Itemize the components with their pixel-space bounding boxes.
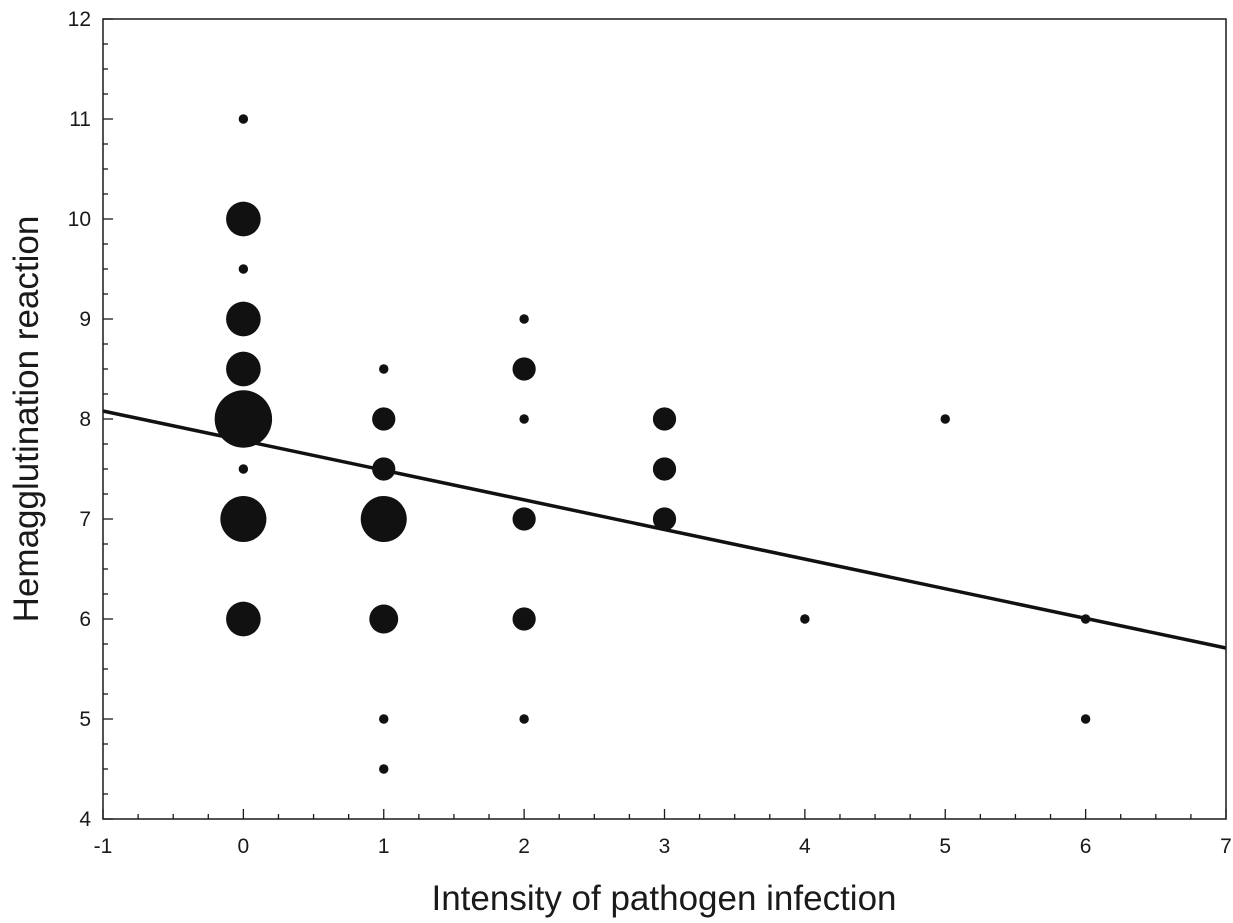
y-tick-labels: 4 5 6 7 8 9 10 11 12 [68, 8, 92, 831]
x-axis-title: Intensity of pathogen infection [431, 879, 896, 918]
data-point [379, 364, 389, 374]
data-point [238, 464, 249, 474]
y-tick-label: 7 [79, 508, 91, 531]
x-tick-labels: -1 0 1 2 3 4 5 6 7 [94, 835, 1232, 858]
data-point [519, 714, 529, 724]
x-tick-label: 0 [238, 835, 250, 858]
plot-frame [102, 18, 1227, 820]
data-point [369, 604, 399, 634]
data-point [226, 201, 261, 237]
trend-line-group [102, 409, 1227, 650]
data-points [214, 114, 1091, 774]
data-point [652, 507, 677, 531]
data-point [512, 357, 536, 381]
data-point [238, 114, 249, 124]
trend-line [102, 409, 1227, 650]
x-tick-label: -1 [94, 835, 113, 858]
y-tick-label: 8 [79, 408, 91, 431]
data-point [238, 264, 249, 274]
y-axis-title: Hemagglutination reaction [7, 216, 46, 623]
data-point [214, 390, 273, 448]
x-tick-label: 5 [939, 835, 951, 858]
x-tick-label: 4 [799, 835, 811, 858]
x-tick-label: 3 [659, 835, 671, 858]
data-point [652, 457, 677, 481]
x-tick-label: 1 [378, 835, 390, 858]
data-point [512, 607, 536, 631]
y-tick-label: 11 [69, 108, 91, 131]
data-point [652, 407, 677, 431]
data-point [360, 495, 407, 543]
y-tick-label: 12 [68, 8, 91, 31]
axis-ticks [102, 18, 1227, 820]
data-point [519, 414, 529, 424]
data-point [220, 495, 267, 543]
data-point [800, 614, 810, 624]
y-tick-label: 5 [79, 708, 91, 731]
data-point [512, 507, 536, 531]
data-point [226, 351, 261, 387]
data-point [379, 714, 389, 724]
y-tick-label: 10 [68, 208, 91, 231]
data-point [226, 601, 261, 637]
data-point [940, 414, 950, 424]
x-tick-label: 7 [1220, 835, 1232, 858]
x-tick-label: 6 [1080, 835, 1092, 858]
x-tick-label: 2 [518, 835, 530, 858]
data-point [379, 764, 389, 774]
data-point [372, 407, 396, 431]
data-point [519, 314, 529, 324]
y-tick-label: 9 [79, 308, 91, 331]
y-tick-label: 6 [79, 608, 91, 631]
data-point [226, 301, 261, 337]
y-tick-label: 4 [79, 808, 91, 831]
data-point [1080, 714, 1091, 724]
